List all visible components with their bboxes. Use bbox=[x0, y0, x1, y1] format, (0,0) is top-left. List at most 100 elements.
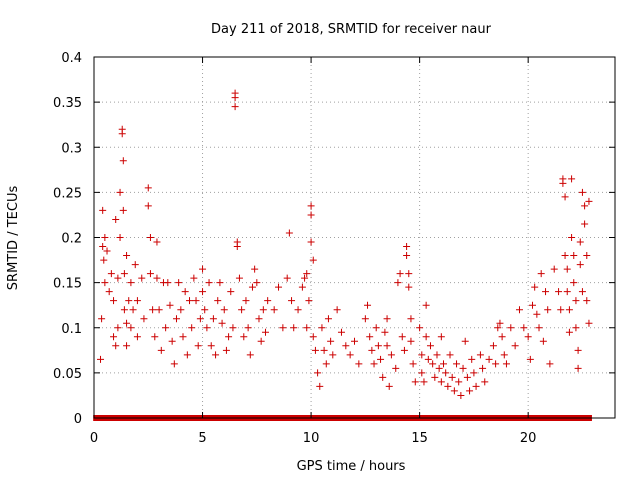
data-point bbox=[166, 301, 174, 309]
data-point bbox=[99, 206, 107, 214]
data-point bbox=[385, 382, 393, 390]
data-point bbox=[186, 297, 194, 305]
data-point bbox=[489, 342, 497, 350]
data-point bbox=[175, 279, 183, 287]
x-axis-label: GPS time / hours bbox=[297, 459, 406, 474]
data-point bbox=[407, 337, 415, 345]
chart-title: Day 211 of 2018, SRMTID for receiver nau… bbox=[211, 22, 492, 37]
data-point bbox=[403, 243, 411, 251]
data-point bbox=[290, 324, 298, 332]
data-point bbox=[463, 373, 471, 381]
y-axis-label: SRMTID / TECUs bbox=[6, 186, 21, 291]
data-point bbox=[216, 279, 224, 287]
data-point bbox=[459, 364, 467, 372]
data-point bbox=[500, 351, 508, 359]
data-point bbox=[496, 319, 504, 327]
data-point bbox=[411, 378, 419, 386]
data-point bbox=[194, 342, 202, 350]
data-point bbox=[409, 360, 417, 368]
data-point bbox=[346, 351, 354, 359]
data-point bbox=[561, 252, 569, 260]
data-point bbox=[97, 355, 105, 363]
data-point bbox=[422, 333, 430, 341]
data-point bbox=[435, 364, 443, 372]
data-point bbox=[446, 351, 454, 359]
data-point bbox=[107, 270, 115, 278]
data-point bbox=[227, 288, 235, 296]
data-point bbox=[379, 373, 387, 381]
data-point bbox=[578, 288, 586, 296]
x-tick-label: 10 bbox=[303, 431, 320, 446]
data-point bbox=[563, 265, 571, 273]
data-point bbox=[101, 279, 109, 287]
data-point bbox=[368, 346, 376, 354]
data-point bbox=[305, 297, 313, 305]
data-point bbox=[461, 337, 469, 345]
data-point bbox=[298, 283, 306, 291]
data-point bbox=[314, 369, 322, 377]
data-point bbox=[565, 328, 573, 336]
data-point bbox=[146, 270, 154, 278]
data-point bbox=[233, 243, 241, 251]
y-tick-labels: 0 0.05 0.1 0.15 0.2 0.25 0.3 0.35 0.4 bbox=[53, 51, 82, 427]
data-point bbox=[387, 351, 395, 359]
y-tick-label: 0.05 bbox=[53, 367, 82, 382]
data-point bbox=[270, 306, 278, 314]
data-point bbox=[405, 270, 413, 278]
data-point bbox=[112, 342, 120, 350]
data-point bbox=[468, 355, 476, 363]
data-point bbox=[248, 283, 256, 291]
data-point bbox=[275, 283, 283, 291]
data-point bbox=[157, 346, 165, 354]
data-point bbox=[494, 324, 502, 332]
data-point bbox=[324, 315, 332, 323]
data-point bbox=[531, 283, 539, 291]
data-point bbox=[448, 373, 456, 381]
data-point bbox=[303, 270, 311, 278]
data-point bbox=[455, 378, 463, 386]
data-point bbox=[205, 279, 213, 287]
data-point bbox=[535, 324, 543, 332]
data-point bbox=[457, 391, 465, 399]
data-point bbox=[403, 252, 411, 260]
data-point bbox=[222, 346, 230, 354]
data-point bbox=[220, 306, 228, 314]
data-point bbox=[574, 364, 582, 372]
data-point bbox=[235, 274, 243, 282]
data-point bbox=[429, 360, 437, 368]
x-tick-label: 5 bbox=[198, 431, 206, 446]
data-point bbox=[99, 243, 107, 251]
data-point bbox=[555, 288, 563, 296]
data-point bbox=[123, 252, 131, 260]
data-point bbox=[476, 351, 484, 359]
data-point bbox=[177, 306, 185, 314]
data-point bbox=[572, 324, 580, 332]
data-point bbox=[116, 188, 124, 196]
data-point bbox=[383, 342, 391, 350]
data-point bbox=[118, 130, 126, 138]
data-point bbox=[123, 342, 131, 350]
data-point bbox=[472, 382, 480, 390]
data-point bbox=[110, 333, 118, 341]
y-tick-label: 0.1 bbox=[61, 322, 82, 337]
data-point bbox=[563, 288, 571, 296]
data-point bbox=[364, 301, 372, 309]
data-point bbox=[311, 346, 319, 354]
data-point bbox=[257, 337, 265, 345]
y-tick-label: 0.15 bbox=[53, 277, 82, 292]
data-point bbox=[337, 328, 345, 336]
data-point bbox=[164, 279, 172, 287]
data-point bbox=[329, 351, 337, 359]
data-point bbox=[581, 220, 589, 228]
data-point bbox=[153, 238, 161, 246]
data-point bbox=[294, 306, 302, 314]
data-point bbox=[225, 333, 233, 341]
data-point bbox=[242, 297, 250, 305]
data-point bbox=[146, 234, 154, 241]
data-point bbox=[259, 306, 267, 314]
data-point bbox=[576, 261, 584, 269]
data-point bbox=[526, 355, 534, 363]
data-point bbox=[114, 274, 122, 282]
data-point bbox=[120, 306, 128, 314]
data-point bbox=[583, 297, 591, 305]
